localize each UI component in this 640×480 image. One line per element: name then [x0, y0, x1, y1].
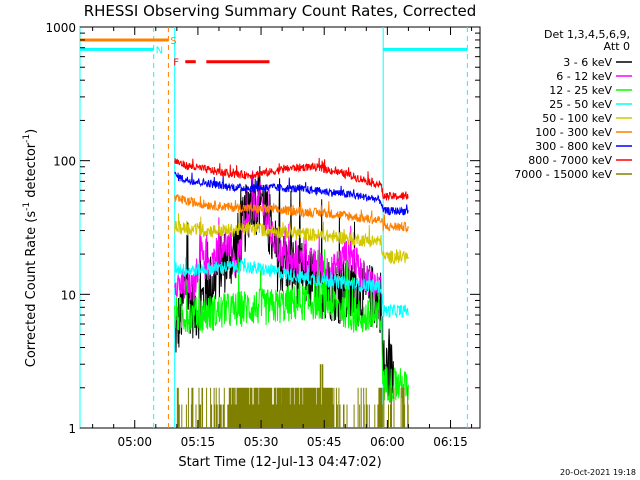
legend-label-8: 7000 - 15000 keV	[514, 168, 612, 181]
legend-label-1: 6 - 12 keV	[556, 70, 612, 83]
x-tick-label-3: 05:45	[307, 435, 342, 449]
legend-label-3: 25 - 50 keV	[549, 98, 612, 111]
y-label-part1: Corrected Count Rate (s	[24, 211, 39, 368]
series-trace-6	[174, 171, 409, 216]
x-tick-label-0: 05:00	[117, 435, 152, 449]
legend-label-5: 100 - 300 keV	[535, 126, 612, 139]
y-tick-label-2: 100	[53, 155, 76, 169]
generation-date: 20-Oct-2021 19:18	[560, 468, 636, 477]
legend-label-4: 50 - 100 keV	[542, 112, 612, 125]
y-axis-label: Corrected Count Rate (s-1 detector-1)	[22, 129, 39, 367]
flag-label-S: S	[170, 36, 176, 47]
x-tick-label-1: 05:15	[181, 435, 216, 449]
legend-label-6: 300 - 800 keV	[535, 140, 612, 153]
flag-label-F: F	[173, 58, 179, 69]
chart-title: RHESSI Observing Summary Count Rates, Co…	[84, 2, 477, 20]
x-tick-label-5: 06:15	[433, 435, 468, 449]
series-trace-4	[174, 211, 409, 265]
legend-header-2: Att 0	[604, 40, 630, 53]
axis-layer: 1 10 100 1000 05:00 05:15 05:30 05:45 06:00 06:15	[45, 21, 480, 449]
y-label-part3: )	[24, 129, 39, 134]
y-tick-label-0: 1	[68, 422, 76, 436]
series-trace-5	[174, 193, 409, 234]
flag-label-N: N	[156, 45, 163, 56]
x-axis-label: Start Time (12-Jul-13 04:47:02)	[178, 455, 381, 470]
legend-label-2: 12 - 25 keV	[549, 84, 612, 97]
y-tick-label-3: 1000	[45, 21, 76, 35]
legend-header-1: Det 1,3,4,5,6,9,	[544, 28, 630, 41]
x-tick-label-2: 05:30	[244, 435, 279, 449]
x-tick-label-4: 06:00	[370, 435, 405, 449]
series-trace-3	[174, 257, 409, 318]
y-label-part2: detector	[24, 142, 39, 202]
series-trace-2	[174, 249, 409, 403]
y-label-sup1: -1	[22, 202, 32, 211]
series-trace-7	[174, 157, 409, 202]
legend-label-0: 3 - 6 keV	[563, 56, 612, 69]
data-layer: SNF	[79, 27, 468, 428]
y-tick-label-1: 10	[61, 288, 76, 302]
series-trace-1	[174, 170, 382, 302]
y-label-sup2: -1	[22, 134, 32, 143]
legend-label-7: 800 - 7000 keV	[528, 154, 612, 167]
series-trace-8	[176, 364, 409, 428]
